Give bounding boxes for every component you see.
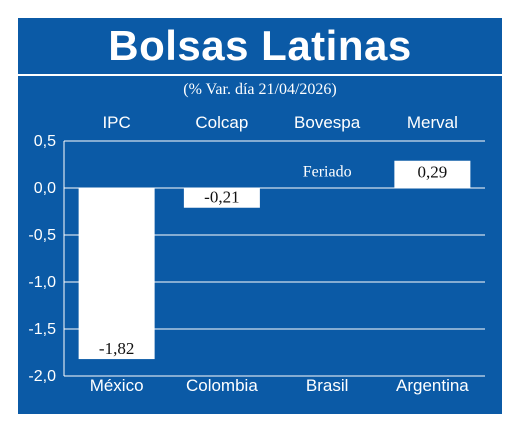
y-tick-label: 0,0 <box>34 180 56 197</box>
y-tick-label: -1,5 <box>28 321 56 338</box>
bar <box>183 188 260 208</box>
bar <box>78 188 155 360</box>
y-tick-label: -2,0 <box>28 368 56 385</box>
title-band: Bolsas Latinas <box>18 18 502 76</box>
category-label: México <box>90 376 144 395</box>
y-tick-label: -1,0 <box>28 274 56 291</box>
bar-value-label: 0,29 <box>418 163 448 182</box>
index-name-label: Bovespa <box>294 113 361 132</box>
index-name-label: IPC <box>102 113 130 132</box>
bar-note-label: Feriado <box>303 164 352 181</box>
category-label: Argentina <box>396 376 469 395</box>
chart-title: Bolsas Latinas <box>108 22 412 69</box>
chart-card: Bolsas Latinas (% Var. día 21/04/2026) 0… <box>18 18 502 414</box>
bar-chart: 0,5 0,0 -0,5 -1,0 -1,5 -2,0 IPC México -1,82 Colc… <box>28 113 485 395</box>
index-name-label: Colcap <box>195 113 248 132</box>
category-label: Colombia <box>186 376 258 395</box>
index-name-label: Merval <box>407 113 458 132</box>
chart-subtitle: (% Var. día 21/04/2026) <box>183 81 337 98</box>
bar <box>394 160 471 188</box>
bar-value-label: -1,82 <box>99 339 134 358</box>
y-tick-label: -0,5 <box>28 227 56 244</box>
y-tick-label: 0,5 <box>34 133 56 150</box>
bar-value-label: -0,21 <box>204 188 239 207</box>
category-label: Brasil <box>306 376 349 395</box>
